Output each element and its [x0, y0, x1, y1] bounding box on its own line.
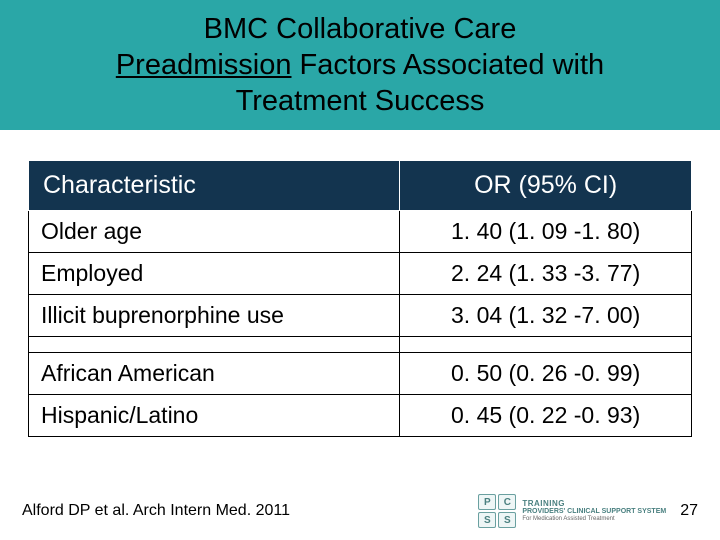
table-header-row: Characteristic OR (95% CI) [29, 161, 692, 211]
col-or-ci: OR (95% CI) [400, 161, 692, 211]
cell-or-ci: 2. 24 (1. 33 -3. 77) [400, 253, 692, 295]
logo-box: S [498, 512, 516, 528]
pcss-logo: PCSS TRAINING PROVIDERS' CLINICAL SUPPOR… [478, 494, 666, 528]
table-body: Older age1. 40 (1. 09 -1. 80)Employed2. … [29, 211, 692, 437]
logo-box: C [498, 494, 516, 510]
factors-table: Characteristic OR (95% CI) Older age1. 4… [28, 160, 692, 437]
citation: Alford DP et al. Arch Intern Med. 2011 [22, 502, 290, 520]
logo-boxes: PCSS [478, 494, 516, 528]
page-number: 27 [680, 502, 698, 520]
cell-or-ci: 3. 04 (1. 32 -7. 00) [400, 295, 692, 337]
table-row: Illicit buprenorphine use3. 04 (1. 32 -7… [29, 295, 692, 337]
table-row: Hispanic/Latino0. 45 (0. 22 -0. 93) [29, 395, 692, 437]
cell-characteristic: Hispanic/Latino [29, 395, 400, 437]
cell-or-ci: 0. 45 (0. 22 -0. 93) [400, 395, 692, 437]
table-row: Older age1. 40 (1. 09 -1. 80) [29, 211, 692, 253]
spacer-cell [400, 337, 692, 353]
slide: BMC Collaborative Care Preadmission Fact… [0, 0, 720, 540]
title-line2-rest: Factors Associated with [292, 49, 605, 81]
table-container: Characteristic OR (95% CI) Older age1. 4… [0, 130, 720, 437]
logo-line2: PROVIDERS' CLINICAL SUPPORT SYSTEM [522, 508, 666, 515]
spacer-cell [29, 337, 400, 353]
cell-characteristic: Employed [29, 253, 400, 295]
title-underlined: Preadmission [116, 49, 292, 81]
table-row: African American0. 50 (0. 26 -0. 99) [29, 353, 692, 395]
table-row: Employed2. 24 (1. 33 -3. 77) [29, 253, 692, 295]
table-spacer-row [29, 337, 692, 353]
logo-box: P [478, 494, 496, 510]
title-bar: BMC Collaborative Care Preadmission Fact… [0, 0, 720, 130]
logo-box: S [478, 512, 496, 528]
cell-characteristic: Illicit buprenorphine use [29, 295, 400, 337]
footer-right: PCSS TRAINING PROVIDERS' CLINICAL SUPPOR… [478, 494, 698, 528]
cell-characteristic: African American [29, 353, 400, 395]
logo-line1: TRAINING [522, 500, 666, 508]
title-line3: Treatment Success [236, 85, 485, 117]
footer: Alford DP et al. Arch Intern Med. 2011 P… [0, 494, 720, 528]
logo-text: TRAINING PROVIDERS' CLINICAL SUPPORT SYS… [522, 500, 666, 522]
col-characteristic: Characteristic [29, 161, 400, 211]
cell-or-ci: 0. 50 (0. 26 -0. 99) [400, 353, 692, 395]
slide-title: BMC Collaborative Care Preadmission Fact… [116, 11, 604, 120]
title-line1: BMC Collaborative Care [204, 13, 517, 45]
cell-or-ci: 1. 40 (1. 09 -1. 80) [400, 211, 692, 253]
logo-line3: For Medication Assisted Treatment [522, 516, 666, 522]
cell-characteristic: Older age [29, 211, 400, 253]
